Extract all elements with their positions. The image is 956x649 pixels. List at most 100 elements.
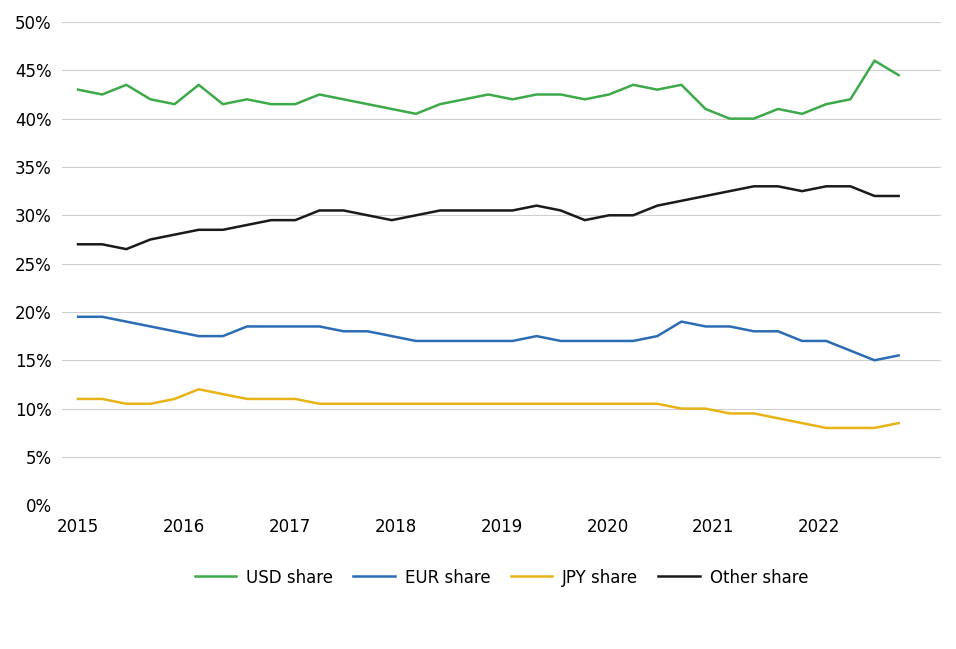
EUR share [144, 323, 156, 330]
EUR share [459, 337, 470, 345]
EUR share [893, 352, 904, 360]
JPY share [434, 400, 445, 408]
USD share [893, 71, 904, 79]
Other share [169, 231, 181, 239]
JPY share [796, 419, 808, 427]
Line: EUR share: EUR share [78, 317, 899, 360]
JPY share [700, 405, 711, 413]
EUR share [290, 323, 301, 330]
EUR share [845, 347, 857, 354]
EUR share [869, 356, 880, 364]
Other share [217, 226, 228, 234]
JPY share [893, 419, 904, 427]
USD share [337, 95, 349, 103]
EUR share [120, 318, 132, 326]
JPY share [627, 400, 639, 408]
USD share [555, 91, 567, 99]
EUR share [434, 337, 445, 345]
JPY share [217, 390, 228, 398]
JPY share [73, 395, 84, 403]
Other share [193, 226, 205, 234]
JPY share [410, 400, 422, 408]
Other share [555, 206, 567, 214]
Other share [627, 212, 639, 219]
JPY share [603, 400, 615, 408]
Other share [97, 240, 108, 248]
EUR share [169, 327, 181, 335]
Other share [483, 206, 494, 214]
USD share [266, 100, 277, 108]
EUR share [483, 337, 494, 345]
JPY share [290, 395, 301, 403]
EUR share [700, 323, 711, 330]
EUR share [266, 323, 277, 330]
EUR share [772, 327, 784, 335]
Other share [290, 216, 301, 224]
Other share [266, 216, 277, 224]
JPY share [314, 400, 325, 408]
JPY share [772, 414, 784, 422]
USD share [676, 81, 687, 89]
Other share [120, 245, 132, 253]
Other share [724, 188, 735, 195]
Other share [749, 182, 760, 190]
JPY share [724, 410, 735, 417]
EUR share [652, 332, 663, 340]
Legend: USD share, EUR share, JPY share, Other share: USD share, EUR share, JPY share, Other s… [188, 562, 815, 593]
EUR share [314, 323, 325, 330]
USD share [241, 95, 252, 103]
JPY share [845, 424, 857, 432]
JPY share [676, 405, 687, 413]
EUR share [217, 332, 228, 340]
Other share [507, 206, 518, 214]
Other share [700, 192, 711, 200]
Other share [337, 206, 349, 214]
JPY share [386, 400, 398, 408]
USD share [483, 91, 494, 99]
JPY share [266, 395, 277, 403]
EUR share [193, 332, 205, 340]
USD share [290, 100, 301, 108]
JPY share [507, 400, 518, 408]
USD share [869, 56, 880, 64]
JPY share [337, 400, 349, 408]
EUR share [796, 337, 808, 345]
EUR share [579, 337, 591, 345]
Other share [869, 192, 880, 200]
EUR share [603, 337, 615, 345]
USD share [314, 91, 325, 99]
USD share [724, 115, 735, 123]
USD share [749, 115, 760, 123]
USD share [73, 86, 84, 93]
JPY share [579, 400, 591, 408]
Line: USD share: USD share [78, 60, 899, 119]
Other share [845, 182, 857, 190]
Other share [459, 206, 470, 214]
EUR share [507, 337, 518, 345]
USD share [845, 95, 857, 103]
USD share [193, 81, 205, 89]
JPY share [144, 400, 156, 408]
USD share [120, 81, 132, 89]
JPY share [459, 400, 470, 408]
Other share [652, 202, 663, 210]
JPY share [652, 400, 663, 408]
Other share [241, 221, 252, 229]
EUR share [749, 327, 760, 335]
JPY share [820, 424, 832, 432]
JPY share [362, 400, 374, 408]
EUR share [241, 323, 252, 330]
EUR share [386, 332, 398, 340]
Line: Other share: Other share [78, 186, 899, 249]
EUR share [627, 337, 639, 345]
EUR share [337, 327, 349, 335]
JPY share [193, 386, 205, 393]
Other share [796, 188, 808, 195]
Other share [73, 240, 84, 248]
EUR share [676, 318, 687, 326]
USD share [603, 91, 615, 99]
USD share [531, 91, 542, 99]
USD share [434, 100, 445, 108]
USD share [579, 95, 591, 103]
USD share [820, 100, 832, 108]
